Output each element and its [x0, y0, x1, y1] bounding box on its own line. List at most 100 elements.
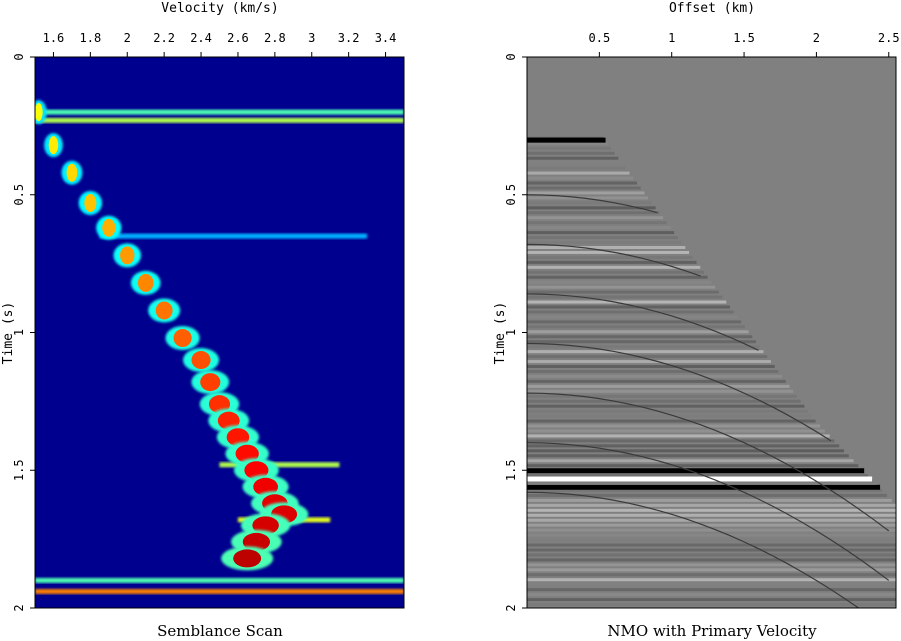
nmo-reflection-91 [527, 588, 896, 592]
nmo-x-tick-label-1: 1 [668, 31, 675, 45]
semblance-pick-20 [242, 532, 271, 551]
semblance-pick-13 [226, 428, 250, 447]
nmo-reflection-43 [527, 350, 764, 354]
nmo-gather [527, 136, 896, 608]
nmo-caption: NMO with Primary Velocity [607, 622, 817, 640]
semblance-caption: Semblance Scan [157, 622, 283, 640]
nmo-reflection-89 [527, 578, 896, 582]
nmo-x-tick-label-3: 2 [813, 31, 820, 45]
nmo-reflection-92 [527, 593, 896, 597]
nmo-panel: 0.5 1 1.5 2 2.5 0 0.5 1 1.5 2 Offset (km) Time (… [493, 1, 900, 640]
nmo-reflection-65 [527, 459, 854, 463]
nmo-reflection-62 [527, 444, 840, 448]
nmo-reflection-59 [527, 429, 825, 433]
nmo-reflection-39 [527, 330, 749, 334]
nmo-reflection-68 [527, 474, 868, 478]
nmo-reflection-66 [527, 464, 859, 468]
semblance-event-0 [35, 109, 404, 115]
semblance-pick-4 [102, 218, 116, 237]
nmo-reflection-24 [527, 255, 693, 259]
nmo-reflection-50 [527, 384, 790, 388]
nmo-reflection-42 [527, 345, 760, 349]
semblance-pick-6 [137, 273, 154, 292]
nmo-reflection-58 [527, 424, 821, 428]
nmo-reflection-3 [527, 151, 615, 155]
nmo-reflection-37 [527, 320, 742, 324]
semblance-x-ticks: 1.6 1.8 2 2.2 2.4 2.6 2.8 3 3.2 3.4 [43, 31, 397, 57]
nmo-reflection-12 [527, 196, 649, 200]
semblance-x-axis-title: Velocity (km/s) [161, 1, 278, 16]
nmo-reflection-48 [527, 374, 783, 378]
nmo-reflection-38 [527, 325, 745, 329]
nmo-residual-moveout-0 [527, 194, 658, 214]
nmo-reflection-93 [527, 598, 896, 602]
nmo-reflection-78 [527, 523, 896, 527]
nmo-reflection-27 [527, 270, 704, 274]
semblance-y-ticks: 0 0.5 1 1.5 2 [12, 53, 35, 612]
nmo-reflection-49 [527, 379, 786, 383]
nmo-reflection-34 [527, 305, 731, 309]
semblance-event-1 [35, 117, 404, 123]
nmo-reflection-5 [527, 161, 623, 165]
nmo-residual-moveout-4 [527, 392, 890, 532]
nmo-reflection-94 [527, 603, 896, 607]
nmo-reflection-25 [527, 260, 697, 264]
nmo-reflection-1 [527, 141, 608, 145]
semblance-x-tick-label-4: 2.4 [190, 31, 212, 45]
nmo-reflection-53 [527, 399, 801, 403]
semblance-pick-15 [244, 461, 269, 480]
nmo-y-axis-title: Time (s) [493, 302, 508, 365]
semblance-y-tick-label-2: 1 [12, 329, 26, 336]
nmo-residual-moveout-6 [527, 491, 860, 608]
nmo-reflection-40 [527, 335, 753, 339]
semblance-event-3 [219, 462, 340, 468]
nmo-reflection-21 [527, 241, 682, 245]
nmo-y-tick-label-3: 1.5 [504, 459, 518, 481]
nmo-reflection-61 [527, 439, 835, 443]
nmo-x-tick-label-0: 0.5 [589, 31, 611, 45]
nmo-y-tick-label-2: 1 [504, 329, 518, 336]
nmo-reflection-11 [527, 191, 645, 195]
semblance-pick-9 [191, 351, 211, 370]
semblance-pick-10 [200, 373, 221, 392]
semblance-x-tick-label-9: 3.4 [375, 31, 397, 45]
nmo-reflection-72 [527, 493, 887, 497]
nmo-reflection-83 [527, 548, 896, 552]
semblance-x-tick-label-7: 3 [308, 31, 315, 45]
semblance-x-tick-label-5: 2.6 [227, 31, 249, 45]
nmo-reflection-84 [527, 553, 896, 557]
semblance-pick-3 [84, 194, 97, 213]
nmo-x-axis-title: Offset (km) [669, 1, 755, 16]
nmo-y-ticks: 0 0.5 1 1.5 2 [504, 53, 527, 612]
semblance-x-tick-label-1: 1.8 [80, 31, 102, 45]
semblance-pick-8 [173, 329, 192, 348]
nmo-reflection-44 [527, 355, 768, 359]
nmo-reflection-56 [527, 414, 812, 418]
nmo-strong-reflector-0 [527, 137, 606, 143]
nmo-reflection-77 [527, 518, 896, 522]
nmo-reflection-13 [527, 201, 652, 205]
semblance-y-tick-label-1: 0.5 [12, 184, 26, 206]
nmo-reflection-33 [527, 300, 727, 304]
nmo-reflection-22 [527, 245, 686, 249]
nmo-reflection-74 [527, 503, 896, 507]
nmo-reflection-52 [527, 394, 797, 398]
semblance-event-5 [35, 577, 404, 583]
nmo-reflection-81 [527, 538, 896, 542]
nmo-reflection-23 [527, 250, 690, 254]
nmo-reflection-6 [527, 166, 626, 170]
semblance-y-tick-label-0: 0 [12, 53, 26, 60]
nmo-reflection-82 [527, 543, 896, 547]
semblance-x-tick-label-0: 1.6 [43, 31, 65, 45]
nmo-reflection-51 [527, 389, 794, 393]
nmo-reflection-60 [527, 434, 830, 438]
nmo-reflection-64 [527, 454, 849, 458]
semblance-y-axis-title: Time (s) [1, 302, 16, 365]
semblance-event-6 [35, 588, 404, 594]
nmo-strong-reflector-3 [527, 484, 881, 490]
nmo-reflection-17 [527, 221, 667, 225]
nmo-reflection-87 [527, 568, 896, 572]
nmo-reflection-75 [527, 508, 896, 512]
nmo-reflection-36 [527, 315, 738, 319]
